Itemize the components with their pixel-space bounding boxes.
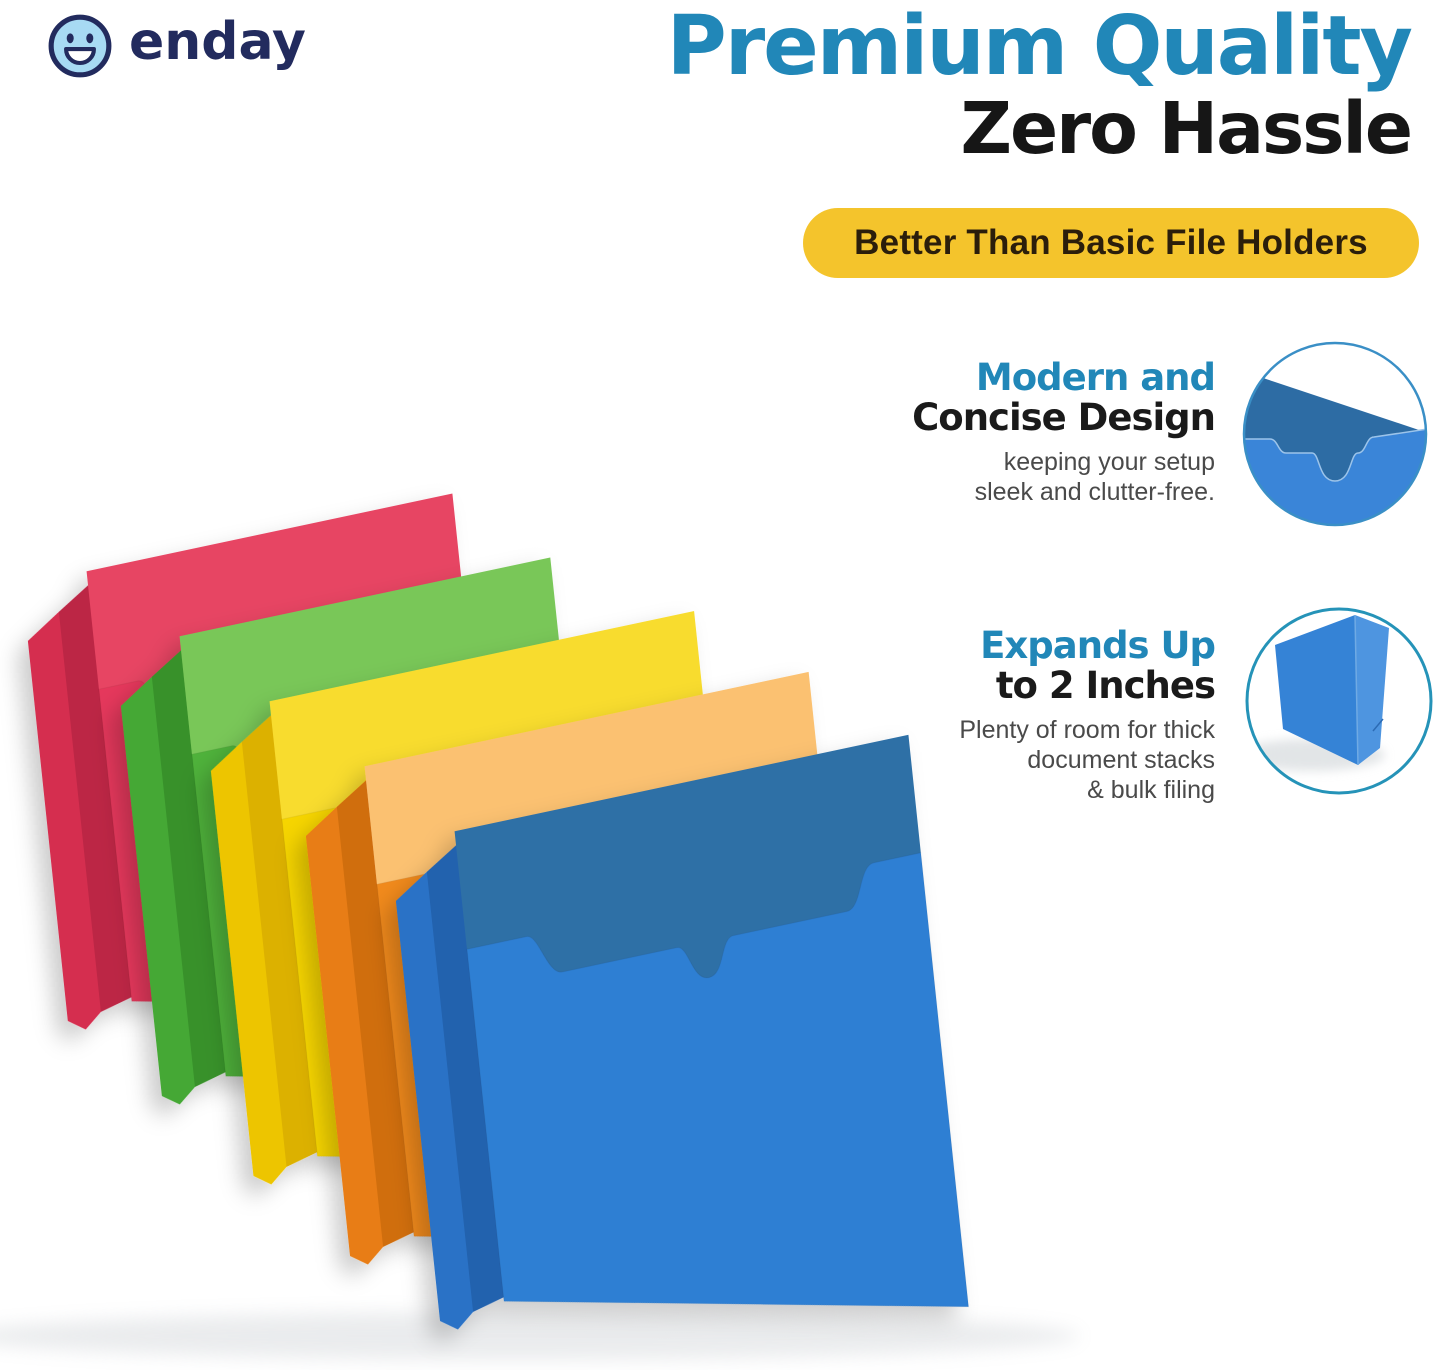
folder-red-side-inner: [58, 585, 132, 1012]
folder-green-side-outer: [120, 676, 195, 1105]
folder-orange-side-inner: [336, 780, 414, 1247]
folder-yellow-side-outer: [210, 741, 287, 1185]
feature1-title-accent: Modern and: [975, 356, 1216, 399]
feature2-title-accent: Expands Up: [980, 624, 1216, 667]
smiley-face-icon: [48, 14, 112, 78]
brand-name: enday: [129, 12, 306, 72]
feature2-description: Plenty of room for thick document stacks…: [959, 715, 1215, 805]
feature1-desc-line: keeping your setup: [1003, 447, 1215, 476]
feature1-title-rest: Concise Design: [912, 395, 1216, 439]
feature1-title: Modern and Concise Design: [912, 356, 1216, 439]
brand-logo: enday: [46, 12, 306, 80]
folder-blue-front-panel: [466, 852, 970, 1308]
folder-green-side-inner: [151, 650, 226, 1087]
headline: Premium Quality Zero Hassle: [666, 0, 1414, 171]
feature1-description: keeping your setup sleek and clutter-fre…: [912, 447, 1215, 507]
feature-block-modern-design: Modern and Concise Design keeping your s…: [912, 356, 1216, 507]
folder-blue: [395, 734, 970, 1330]
feature-block-expands: Expands Up to 2 Inches Plenty of room fo…: [959, 624, 1216, 805]
floor-shadow: [0, 1312, 1080, 1360]
feature2-title-rest: to 2 Inches: [995, 663, 1216, 707]
folder-blue-side-inner: [426, 845, 504, 1312]
blue-file-jacket-corner-closeup: [1245, 607, 1433, 795]
folder-blue-side-outer: [395, 871, 474, 1330]
folder-red-side-outer: [27, 611, 101, 1030]
feature2-title: Expands Up to 2 Inches: [959, 624, 1216, 707]
banner-pill: Better Than Basic File Holders: [803, 208, 1419, 278]
folder-orange-side-outer: [305, 806, 384, 1265]
folder-yellow-side-inner: [241, 715, 317, 1167]
blue-file-jacket-notch-closeup: [1242, 341, 1428, 527]
headline-line1: Premium Quality: [666, 0, 1413, 94]
headline-line2: Zero Hassle: [960, 87, 1414, 171]
feature2-desc-line: & bulk filing: [1087, 775, 1215, 804]
feature2-desc-line: document stacks: [1027, 745, 1215, 774]
feature2-desc-line: Plenty of room for thick: [959, 715, 1215, 744]
feature1-desc-line: sleek and clutter-free.: [974, 477, 1215, 506]
